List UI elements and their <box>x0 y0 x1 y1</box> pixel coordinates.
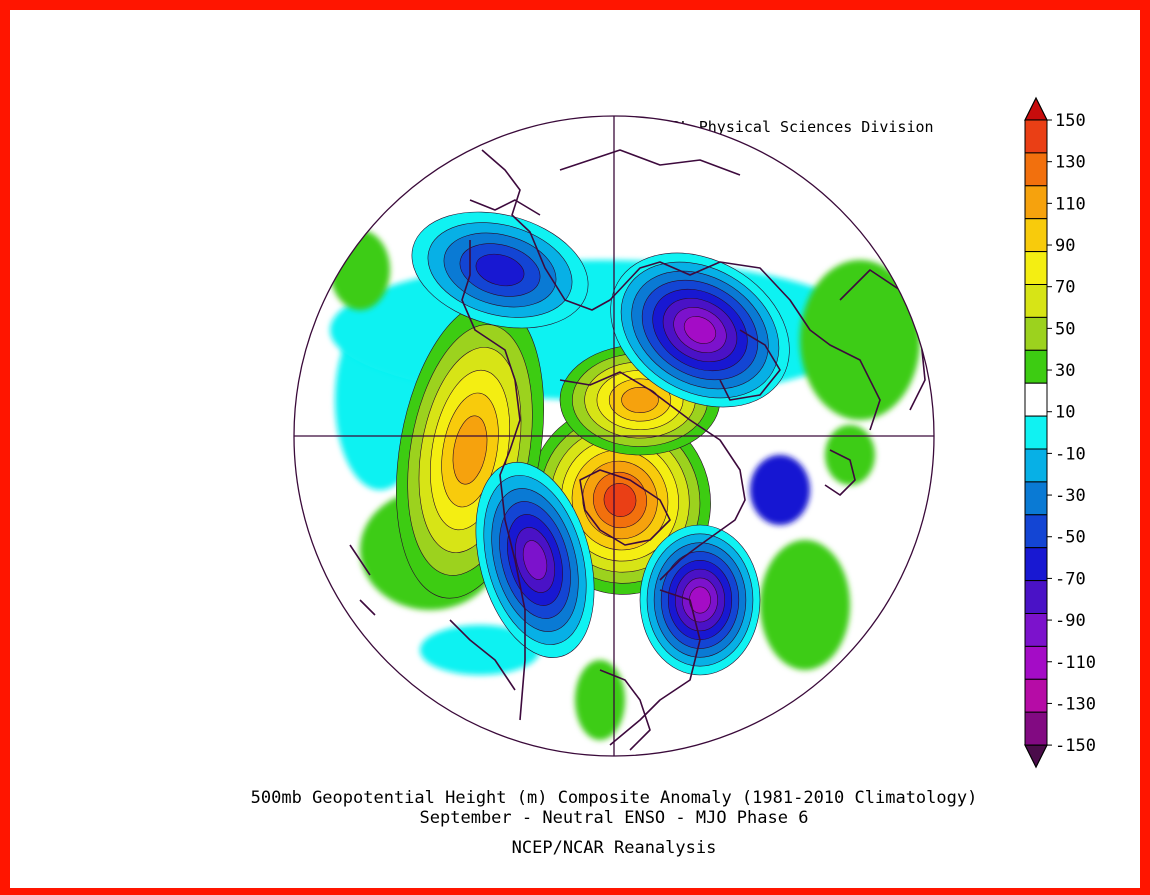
graticule <box>294 116 934 756</box>
colorbar-swatch <box>1024 382 1048 417</box>
colorbar-swatch <box>1024 514 1048 549</box>
colorbar-arrow-top <box>1024 96 1048 121</box>
colorbar-swatch <box>1024 645 1048 680</box>
colorbar-swatch <box>1024 613 1048 647</box>
colorbar: 150 130 110 90 70 50 30 10 -10 -30 -50 -70 -90 -110 -1… <box>1024 96 1096 769</box>
colorbar-swatch <box>1024 580 1048 614</box>
anomaly-contour <box>475 253 525 287</box>
colorbar-label: -150 <box>1055 736 1096 756</box>
colorbar-arrow-bottom <box>1024 744 1048 769</box>
colorbar-swatch <box>1024 481 1048 516</box>
map-disc <box>294 116 934 756</box>
figure-title-line1: 500mb Geopotential Height (m) Composite … <box>251 788 978 808</box>
negative-anomaly-north-pacific <box>475 462 595 658</box>
anomaly-region <box>825 425 875 485</box>
colorbar-label: 50 <box>1055 319 1075 339</box>
anomaly-region <box>760 540 850 670</box>
colorbar-swatch <box>1024 152 1048 187</box>
colorbar-label: 70 <box>1055 278 1075 298</box>
map-boundary <box>293 115 935 757</box>
anomaly-fields <box>330 211 920 740</box>
anomaly-contour <box>522 540 548 580</box>
colorbar-label: -50 <box>1055 528 1086 548</box>
colorbar-label: 130 <box>1055 153 1086 173</box>
colorbar-swatch <box>1024 711 1048 746</box>
colorbar-swatch <box>1024 218 1048 253</box>
figure-title-line2: September - Neutral ENSO - MJO Phase 6 <box>420 808 809 828</box>
anomaly-contour <box>621 387 659 413</box>
negative-anomaly-north-atlantic <box>639 524 761 676</box>
colorbar-label: 30 <box>1055 361 1075 381</box>
anomaly-region <box>420 625 540 675</box>
colorbar-label: 10 <box>1055 403 1075 423</box>
colorbar-swatch <box>1024 316 1048 351</box>
colorbar-swatch <box>1024 448 1048 483</box>
colorbar-swatch <box>1024 349 1048 384</box>
anomaly-contour <box>683 316 717 344</box>
anomaly-contour <box>452 415 488 485</box>
colorbar-swatch <box>1024 119 1048 154</box>
negative-anomaly-europe <box>610 252 790 408</box>
colorbar-swatch <box>1024 185 1048 220</box>
colorbar-swatch <box>1024 415 1048 450</box>
colorbar-label: 90 <box>1055 236 1075 256</box>
colorbar-label: -130 <box>1055 694 1096 714</box>
colorbar-swatch <box>1024 251 1048 286</box>
anomaly-region <box>575 660 625 740</box>
colorbar-label: 110 <box>1055 194 1086 214</box>
colorbar-swatch <box>1024 284 1048 318</box>
colorbar-label: 150 <box>1055 111 1086 131</box>
colorbar-label: -110 <box>1055 653 1096 673</box>
colorbar-swatch <box>1024 547 1048 582</box>
colorbar-swatch <box>1024 678 1048 713</box>
colorbar-label: -30 <box>1055 486 1086 506</box>
figure-source: NCEP/NCAR Reanalysis <box>512 838 717 858</box>
anomaly-region <box>750 455 810 525</box>
anomaly-region <box>800 260 920 420</box>
colorbar-label: -10 <box>1055 444 1086 464</box>
coastlines <box>349 149 926 751</box>
colorbar-label: -90 <box>1055 611 1086 631</box>
colorbar-label: -70 <box>1055 569 1086 589</box>
